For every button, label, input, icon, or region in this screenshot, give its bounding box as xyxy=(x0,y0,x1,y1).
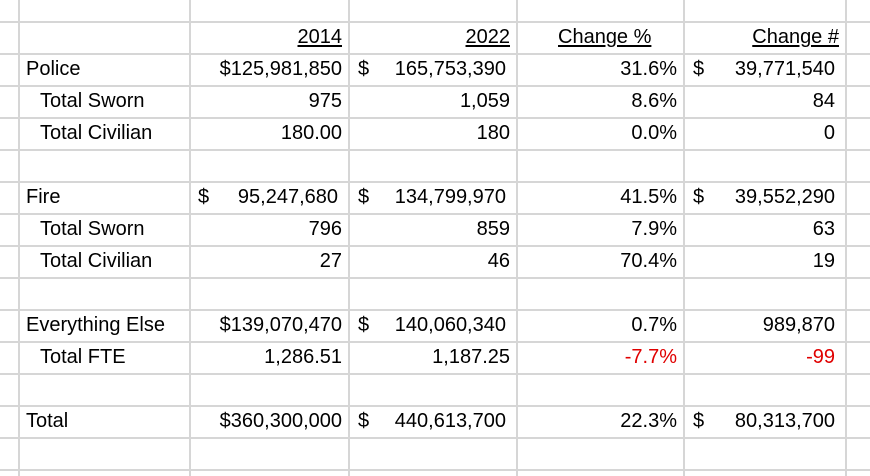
grid-line xyxy=(0,213,870,215)
cell-total-change-num[interactable]: $80,313,700 xyxy=(693,410,835,432)
grid-line xyxy=(0,181,870,183)
grid-line xyxy=(0,85,870,87)
cell-else-change-num[interactable]: 989,870 xyxy=(762,314,835,336)
grid-line xyxy=(0,245,870,247)
cell-fire-2022[interactable]: $134,799,970 xyxy=(358,186,506,208)
grid-line xyxy=(0,405,870,407)
cell-fire-change-num[interactable]: $39,552,290 xyxy=(693,186,835,208)
grid-line xyxy=(189,0,191,476)
grid-line xyxy=(348,0,350,476)
cell-else-2014[interactable]: $139,070,470 xyxy=(219,314,342,336)
cell-else-change-pct[interactable]: 0.7% xyxy=(631,314,677,336)
cell-label-police[interactable]: Police xyxy=(26,58,81,80)
cell-header-change-num[interactable]: Change # xyxy=(752,26,839,48)
cell-fte-change-num[interactable]: -99 xyxy=(806,346,835,368)
cell-label-fire-civilian[interactable]: Total Civilian xyxy=(40,250,153,272)
cell-fire-sworn-2022[interactable]: 859 xyxy=(476,218,510,240)
grid-line xyxy=(516,0,518,476)
cell-police-change-num[interactable]: $39,771,540 xyxy=(693,58,835,80)
cell-label-police-sworn[interactable]: Total Sworn xyxy=(40,90,145,112)
cell-fire-sworn-num[interactable]: 63 xyxy=(812,218,835,240)
cell-police-civilian-num[interactable]: 0 xyxy=(823,122,835,144)
cell-label-fire-sworn[interactable]: Total Sworn xyxy=(40,218,145,240)
cell-label-fire[interactable]: Fire xyxy=(26,186,61,208)
cell-fte-2022[interactable]: 1,187.25 xyxy=(432,346,510,368)
cell-police-sworn-num[interactable]: 84 xyxy=(812,90,835,112)
cell-fte-2014[interactable]: 1,286.51 xyxy=(264,346,342,368)
cell-header-2022[interactable]: 2022 xyxy=(465,26,511,48)
grid-line xyxy=(0,53,870,55)
grid-line xyxy=(0,277,870,279)
cell-police-sworn-pct[interactable]: 8.6% xyxy=(631,90,677,112)
cell-police-civilian-pct[interactable]: 0.0% xyxy=(631,122,677,144)
cell-total-change-pct[interactable]: 22.3% xyxy=(620,410,677,432)
grid-line xyxy=(0,309,870,311)
cell-fire-civilian-pct[interactable]: 70.4% xyxy=(620,250,677,272)
cell-police-2022[interactable]: $165,753,390 xyxy=(358,58,506,80)
grid-line xyxy=(0,437,870,439)
cell-fire-sworn-2014[interactable]: 796 xyxy=(308,218,342,240)
grid-line xyxy=(18,0,20,476)
cell-fire-change-pct[interactable]: 41.5% xyxy=(620,186,677,208)
cell-fire-civilian-2022[interactable]: 46 xyxy=(487,250,510,272)
cell-label-total[interactable]: Total xyxy=(26,410,69,432)
cell-label-everything-else[interactable]: Everything Else xyxy=(26,314,165,336)
cell-else-2022[interactable]: $140,060,340 xyxy=(358,314,506,336)
grid-line xyxy=(0,341,870,343)
cell-header-2014[interactable]: 2014 xyxy=(297,26,343,48)
cell-police-sworn-2014[interactable]: 975 xyxy=(308,90,342,112)
cell-label-police-civilian[interactable]: Total Civilian xyxy=(40,122,153,144)
grid-line xyxy=(683,0,685,476)
grid-line xyxy=(0,469,870,471)
cell-header-change-pct[interactable]: Change % xyxy=(558,26,652,48)
cell-fte-change-pct[interactable]: -7.7% xyxy=(624,346,677,368)
cell-fire-civilian-2014[interactable]: 27 xyxy=(319,250,342,272)
cell-label-total-fte[interactable]: Total FTE xyxy=(40,346,126,368)
grid-line xyxy=(845,0,847,476)
cell-total-2022[interactable]: $440,613,700 xyxy=(358,410,506,432)
cell-police-civilian-2014[interactable]: 180.00 xyxy=(280,122,342,144)
cell-police-sworn-2022[interactable]: 1,059 xyxy=(459,90,510,112)
cell-total-2014[interactable]: $360,300,000 xyxy=(219,410,342,432)
grid-line xyxy=(0,21,870,23)
cell-fire-civilian-num[interactable]: 19 xyxy=(812,250,835,272)
cell-police-2014[interactable]: $125,981,850 xyxy=(219,58,342,80)
cell-police-change-pct[interactable]: 31.6% xyxy=(620,58,677,80)
cell-fire-2014[interactable]: $95,247,680 xyxy=(198,186,338,208)
cell-fire-sworn-pct[interactable]: 7.9% xyxy=(631,218,677,240)
grid-line xyxy=(0,149,870,151)
cell-police-civilian-2022[interactable]: 180 xyxy=(476,122,510,144)
grid-line xyxy=(0,117,870,119)
grid-line xyxy=(0,373,870,375)
